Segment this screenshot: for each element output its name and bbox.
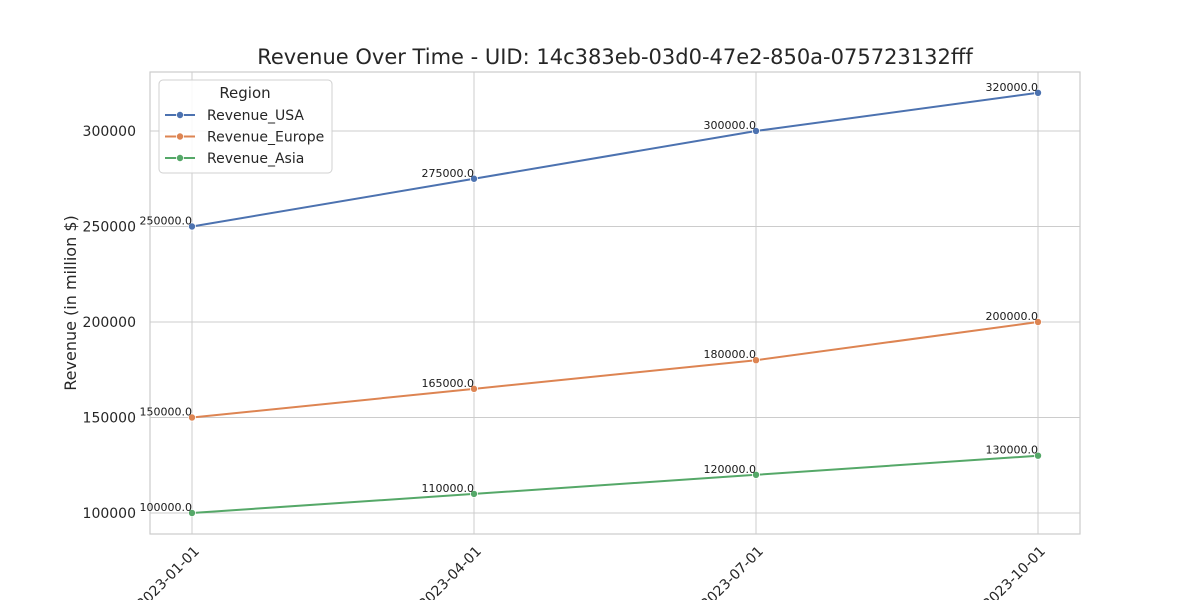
data-label: 180000.0 [704, 348, 757, 361]
data-point-Revenue_Europe [187, 413, 196, 422]
data-point-Revenue_Asia [187, 508, 196, 517]
data-point-Revenue_Asia [469, 489, 478, 498]
data-point-Revenue_USA [469, 174, 478, 183]
data-labels-layer: 250000.0 275000.0 300000.0 320000.0 150000.0… [140, 81, 1039, 514]
y-tick-label: 100000 [83, 506, 136, 522]
series-line-Revenue_Asia [191, 454, 1039, 514]
legend-entry-Revenue_Europe: Revenue_Europe [207, 130, 324, 146]
data-point-Revenue_Europe [752, 356, 761, 365]
data-label: 165000.0 [422, 377, 475, 390]
data-label: 110000.0 [422, 482, 475, 495]
data-point-Revenue_Europe [469, 384, 478, 393]
x-tick-label: 2023-10-01 [980, 544, 1049, 600]
y-tick-label: 300000 [83, 124, 136, 140]
data-label: 320000.0 [986, 81, 1039, 94]
chart-title: Revenue Over Time - UID: 14c383eb-03d0-4… [257, 45, 973, 69]
data-point-Revenue_Asia [1034, 451, 1043, 460]
data-label: 100000.0 [140, 501, 193, 514]
data-label: 250000.0 [140, 215, 193, 228]
data-label: 300000.0 [704, 119, 757, 132]
legend: Region Revenue_USA Revenue_Europe Revenue_A… [158, 79, 333, 174]
data-point-Revenue_Asia [752, 470, 761, 479]
y-tick-label: 250000 [83, 220, 136, 236]
data-point-Revenue_USA [187, 222, 196, 231]
data-point-Revenue_USA [1034, 88, 1043, 97]
data-label: 275000.0 [422, 167, 475, 180]
series-layer [187, 88, 1043, 517]
legend-title: Region [219, 84, 270, 102]
x-tick-label: 2023-07-01 [698, 544, 767, 600]
legend-swatch-marker [175, 153, 184, 162]
y-tick-label: 200000 [83, 315, 136, 331]
series-line-Revenue_USA [191, 91, 1039, 228]
data-point-Revenue_Europe [1034, 317, 1043, 326]
y-tick-label: 150000 [83, 411, 136, 427]
legend-box [158, 79, 333, 174]
legend-swatch-marker [175, 111, 184, 120]
y-axis-label: Revenue (in million $) [61, 215, 80, 390]
x-tick-label: 2023-01-01 [134, 544, 203, 600]
legend-entry-Revenue_Asia: Revenue_Asia [207, 151, 304, 167]
legend-swatch-marker [175, 132, 184, 141]
legend-entry-Revenue_USA: Revenue_USA [207, 108, 304, 124]
data-label: 200000.0 [986, 310, 1039, 323]
x-tick-label: 2023-04-01 [416, 544, 485, 600]
series-line-Revenue_Europe [191, 321, 1039, 419]
data-label: 150000.0 [140, 406, 193, 419]
data-point-Revenue_USA [752, 127, 761, 136]
data-label: 130000.0 [986, 444, 1039, 457]
data-label: 120000.0 [704, 463, 757, 476]
